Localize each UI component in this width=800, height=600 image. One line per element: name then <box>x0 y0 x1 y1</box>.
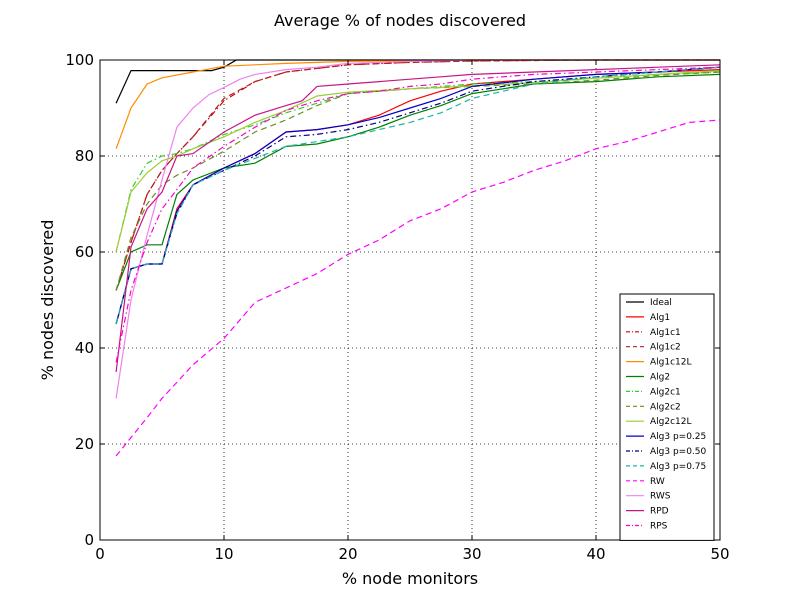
legend-entry: Alg1c12L <box>650 358 692 368</box>
x-tick-label: 20 <box>338 545 357 563</box>
legend-entry: Alg1c2 <box>650 343 681 353</box>
series-line <box>115 119 721 457</box>
legend-entry: Ideal <box>650 298 672 308</box>
chart-title: Average % of nodes discovered <box>274 11 526 30</box>
legend-entry: Alg2 <box>650 373 670 383</box>
legend-entry: RPS <box>650 522 668 532</box>
x-axis-label: % node monitors <box>342 569 478 588</box>
legend: Ideal Alg1 Alg1c1 Alg1c2 Alg1c12L Alg2 Alg2c1 A… <box>619 293 715 541</box>
legend-entry: Alg1c1 <box>650 328 681 338</box>
series-line <box>115 59 720 291</box>
y-tick-label: 60 <box>75 243 94 261</box>
y-tick-label: 100 <box>65 51 94 69</box>
y-tick-label: 0 <box>84 531 94 549</box>
grid <box>100 60 720 540</box>
y-tick-label: 20 <box>75 435 94 453</box>
plot-frame <box>99 59 721 541</box>
series-line <box>115 66 721 363</box>
x-tick-label: 0 <box>95 545 105 563</box>
series-line <box>115 71 721 291</box>
legend-entry: Alg3 p=0.75 <box>650 462 706 472</box>
series-line <box>115 64 721 373</box>
series-lines <box>115 59 721 457</box>
x-tick-label: 10 <box>214 545 233 563</box>
legend-entry: RW <box>650 477 665 487</box>
series-line <box>115 66 721 325</box>
series-line <box>115 66 721 325</box>
legend-entry: Alg2c12L <box>650 417 692 427</box>
series-line <box>115 71 721 253</box>
legend-entry: Alg3 p=0.25 <box>650 432 706 442</box>
x-tick-label: 30 <box>462 545 481 563</box>
legend-entry: Alg2c1 <box>650 387 681 397</box>
y-axis-label: % nodes discovered <box>38 220 57 381</box>
legend-entry: RWS <box>650 492 671 502</box>
y-tick-label: 40 <box>75 339 94 357</box>
legend-entry: Alg1 <box>650 313 670 323</box>
legend-entry: RPD <box>650 507 669 517</box>
series-line <box>115 69 721 325</box>
legend-box <box>619 293 715 541</box>
axis-ticks: 0 10 20 30 40 50 0 20 40 60 80 100 <box>65 51 729 563</box>
y-tick-label: 80 <box>75 147 94 165</box>
legend-entry: Alg3 p=0.50 <box>650 447 707 457</box>
series-line <box>115 73 721 291</box>
legend-entry: Alg2c2 <box>650 402 681 412</box>
x-tick-label: 50 <box>710 545 729 563</box>
x-tick-label: 40 <box>586 545 605 563</box>
